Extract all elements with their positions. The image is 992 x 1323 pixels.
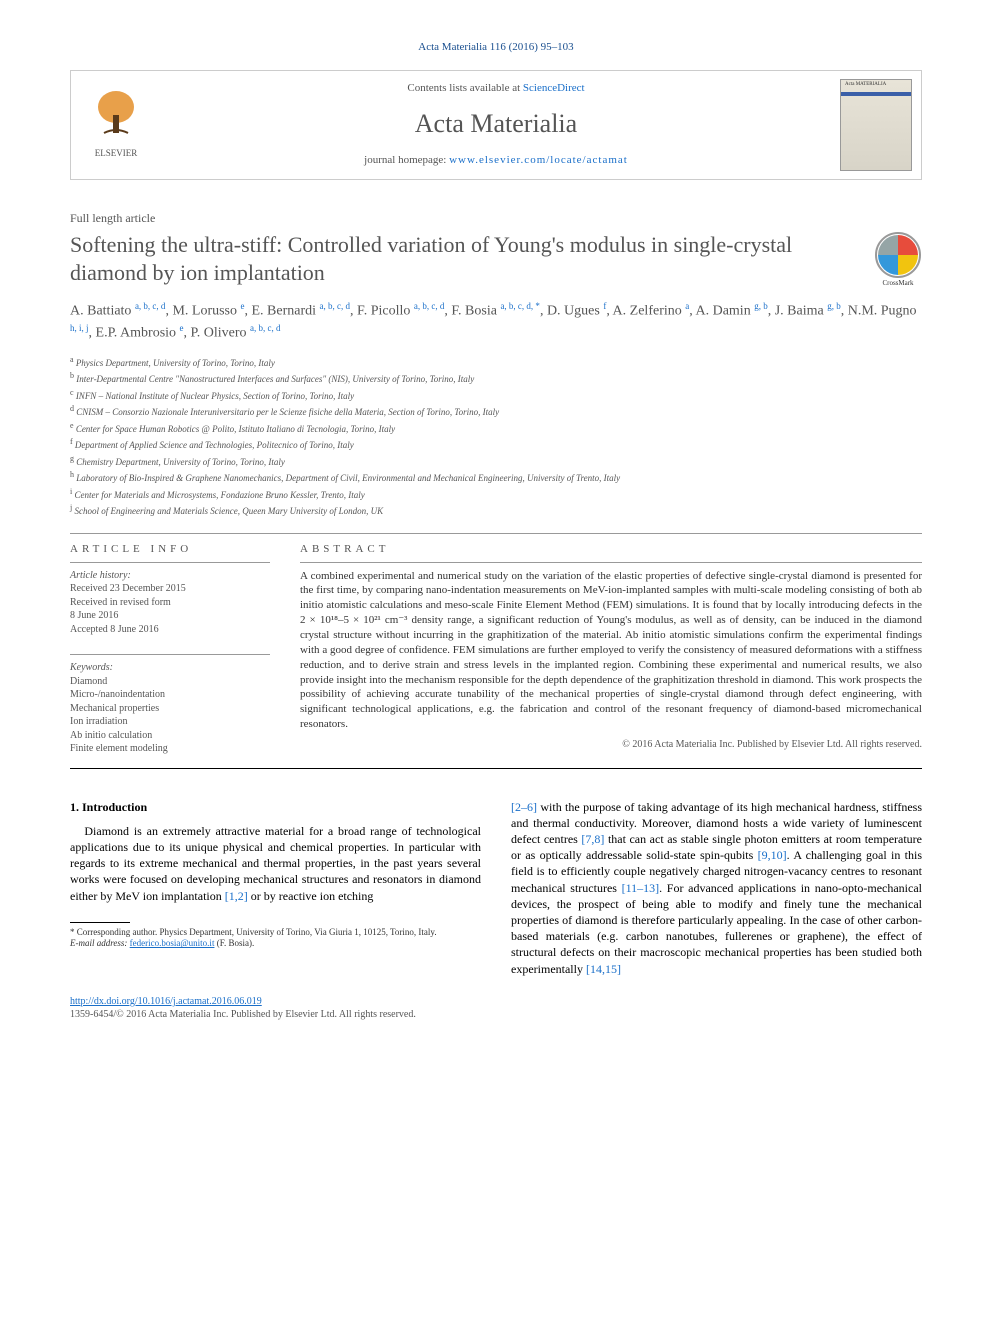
crossmark-label: CrossMark (874, 279, 922, 288)
intro-paragraph-cont: [2–6] with the purpose of taking advanta… (511, 799, 922, 977)
section-heading-intro: 1. Introduction (70, 799, 481, 815)
ref-link[interactable]: [1,2] (225, 889, 248, 903)
homepage-link[interactable]: www.elsevier.com/locate/actamat (449, 154, 628, 166)
body-column-left: 1. Introduction Diamond is an extremely … (70, 799, 481, 977)
divider (70, 768, 922, 769)
divider (300, 562, 922, 563)
ref-link[interactable]: [11–13] (622, 881, 660, 895)
affiliation-item: a Physics Department, University of Tori… (70, 354, 922, 371)
contents-prefix: Contents lists available at (407, 82, 522, 94)
affiliation-item: h Laboratory of Bio-Inspired & Graphene … (70, 469, 922, 486)
elsevier-logo: ELSEVIER (81, 85, 151, 165)
keyword-item: Ion irradiation (70, 715, 270, 729)
homepage-prefix: journal homepage: (364, 154, 449, 166)
info-abstract-row: ARTICLE INFO Article history: Received 2… (70, 542, 922, 756)
crossmark-badge[interactable]: CrossMark (874, 231, 922, 288)
title-row: Softening the ultra-stiff: Controlled va… (70, 231, 922, 288)
divider (70, 562, 270, 563)
citation-header: Acta Materialia 116 (2016) 95–103 (70, 40, 922, 55)
keywords-block: Keywords: DiamondMicro-/nanoindentationM… (70, 654, 270, 756)
email-line: E-mail address: federico.bosia@unito.it … (70, 938, 481, 950)
email-link[interactable]: federico.bosia@unito.it (130, 938, 215, 948)
ref-link[interactable]: [2–6] (511, 800, 537, 814)
footnotes: * Corresponding author. Physics Departme… (70, 927, 481, 950)
header-center: Contents lists available at ScienceDirec… (161, 71, 831, 179)
abstract-heading: ABSTRACT (300, 542, 922, 557)
ref-link[interactable]: [7,8] (581, 832, 604, 846)
keyword-item: Ab initio calculation (70, 729, 270, 743)
affiliations-list: a Physics Department, University of Tori… (70, 354, 922, 519)
revised-date: 8 June 2016 (70, 609, 270, 623)
journal-cover-thumb: Acta MATERIALIA (840, 79, 912, 171)
keyword-item: Mechanical properties (70, 702, 270, 716)
body-text: or by reactive ion etching (248, 889, 374, 903)
keywords-list: DiamondMicro-/nanoindentationMechanical … (70, 675, 270, 756)
history-label: Article history: (70, 569, 270, 583)
email-label: E-mail address: (70, 938, 130, 948)
divider (70, 654, 270, 655)
affiliation-item: f Department of Applied Science and Tech… (70, 436, 922, 453)
affiliation-item: d CNISM – Consorzio Nazionale Interunive… (70, 403, 922, 420)
intro-paragraph-1: Diamond is an extremely attractive mater… (70, 823, 481, 904)
affiliation-item: i Center for Materials and Microsystems,… (70, 486, 922, 503)
journal-header: ELSEVIER Contents lists available at Sci… (70, 70, 922, 180)
keyword-item: Diamond (70, 675, 270, 689)
abstract-text: A combined experimental and numerical st… (300, 569, 922, 732)
homepage-line: journal homepage: www.elsevier.com/locat… (171, 153, 821, 168)
footnote-separator (70, 922, 130, 923)
body-columns: 1. Introduction Diamond is an extremely … (70, 799, 922, 977)
bottom-block: http://dx.doi.org/10.1016/j.actamat.2016… (70, 995, 922, 1022)
publisher-logo-cell: ELSEVIER (71, 71, 161, 179)
affiliation-item: j School of Engineering and Materials Sc… (70, 502, 922, 519)
abstract-copyright: © 2016 Acta Materialia Inc. Published by… (300, 738, 922, 752)
article-title: Softening the ultra-stiff: Controlled va… (70, 231, 854, 286)
corresponding-author-note: * Corresponding author. Physics Departme… (70, 927, 481, 939)
publisher-name: ELSEVIER (95, 147, 138, 159)
ref-link[interactable]: [9,10] (758, 848, 787, 862)
sciencedirect-link[interactable]: ScienceDirect (523, 82, 585, 94)
elsevier-tree-icon (86, 85, 146, 145)
body-column-right: [2–6] with the purpose of taking advanta… (511, 799, 922, 977)
issn-copyright-line: 1359-6454/© 2016 Acta Materialia Inc. Pu… (70, 1008, 922, 1022)
article-type: Full length article (70, 210, 922, 226)
email-suffix: (F. Bosia). (214, 938, 254, 948)
received-date: Received 23 December 2015 (70, 582, 270, 596)
article-info-heading: ARTICLE INFO (70, 542, 270, 557)
divider (70, 533, 922, 534)
keyword-item: Finite element modeling (70, 742, 270, 756)
article-info-column: ARTICLE INFO Article history: Received 2… (70, 542, 270, 756)
author-list: A. Battiato a, b, c, d, M. Lorusso e, E.… (70, 300, 922, 343)
keywords-label: Keywords: (70, 661, 270, 675)
keyword-item: Micro-/nanoindentation (70, 688, 270, 702)
affiliation-item: e Center for Space Human Robotics @ Poli… (70, 420, 922, 437)
doi-link[interactable]: http://dx.doi.org/10.1016/j.actamat.2016… (70, 996, 262, 1007)
journal-name: Acta Materialia (171, 106, 821, 141)
affiliation-item: c INFN – National Institute of Nuclear P… (70, 387, 922, 404)
accepted-date: Accepted 8 June 2016 (70, 623, 270, 637)
revised-label: Received in revised form (70, 596, 270, 610)
abstract-column: ABSTRACT A combined experimental and num… (300, 542, 922, 756)
crossmark-icon (874, 231, 922, 279)
affiliation-item: b Inter-Departmental Centre "Nanostructu… (70, 370, 922, 387)
ref-link[interactable]: [14,15] (586, 962, 621, 976)
cover-title: Acta MATERIALIA (845, 82, 886, 89)
contents-line: Contents lists available at ScienceDirec… (171, 81, 821, 96)
cover-cell: Acta MATERIALIA (831, 71, 921, 179)
affiliation-item: g Chemistry Department, University of To… (70, 453, 922, 470)
